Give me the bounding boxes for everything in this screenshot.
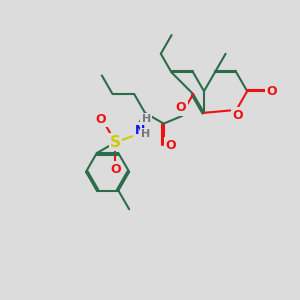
- Text: N: N: [134, 124, 145, 137]
- Text: O: O: [96, 112, 106, 126]
- Text: O: O: [232, 109, 243, 122]
- Text: O: O: [176, 101, 186, 114]
- Text: H: H: [142, 114, 151, 124]
- Text: H: H: [141, 129, 150, 139]
- Text: O: O: [110, 163, 121, 176]
- Text: O: O: [267, 85, 278, 98]
- Text: O: O: [165, 139, 175, 152]
- Text: S: S: [110, 135, 121, 150]
